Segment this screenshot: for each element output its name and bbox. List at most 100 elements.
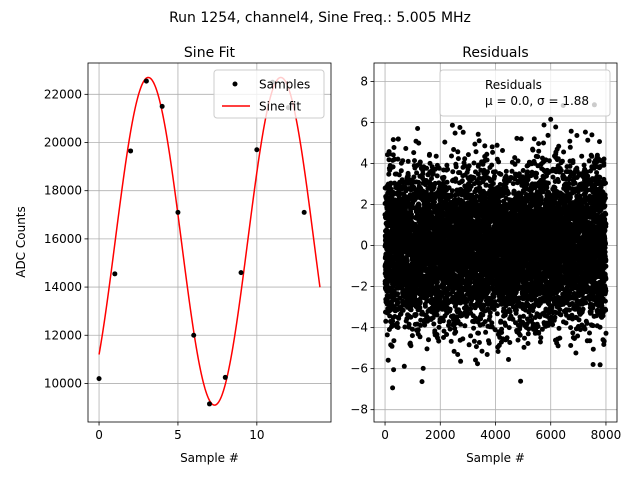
residual-point [412, 158, 417, 164]
residual-point [390, 152, 396, 158]
residual-point [448, 338, 454, 344]
residual-point [391, 338, 397, 344]
residual-point [489, 144, 495, 150]
residual-point [440, 318, 446, 324]
residual-point [513, 307, 519, 313]
residual-point [391, 367, 397, 373]
residual-point [453, 329, 459, 335]
sine-fit-ytick-label: 20000 [44, 136, 82, 150]
residual-point [475, 361, 480, 367]
residual-point [449, 188, 455, 194]
residual-point [433, 153, 439, 159]
residual-point [395, 291, 401, 297]
sine-fit-xtick-label: 10 [249, 428, 264, 442]
residual-point [445, 166, 451, 172]
residual-point [441, 174, 447, 180]
sample-point [175, 209, 181, 215]
residual-point [419, 379, 425, 385]
residual-point [496, 159, 502, 165]
residual-point [475, 131, 481, 137]
residual-point [455, 149, 461, 155]
residual-point [484, 151, 490, 157]
residual-point [473, 344, 479, 350]
residual-point [490, 181, 496, 187]
residual-point [471, 338, 477, 344]
figure-title: Run 1254, channel4, Sine Freq.: 5.005 MH… [169, 10, 471, 26]
residual-point [423, 182, 428, 188]
residual-point [417, 159, 423, 165]
residual-point [401, 363, 407, 369]
sine-fit-ytick-label: 16000 [44, 232, 82, 246]
residual-point [415, 126, 421, 131]
residual-point [499, 330, 505, 335]
residual-point [465, 152, 471, 158]
residual-point [479, 348, 485, 354]
residual-point [482, 143, 488, 149]
residual-point [444, 332, 450, 337]
residual-point [447, 326, 453, 332]
residual-point [517, 332, 523, 338]
residual-point [395, 136, 401, 142]
residual-point [462, 323, 468, 329]
residual-point [498, 171, 504, 177]
residual-point [417, 334, 423, 340]
legend-sine-fit-label: Sine fit [259, 100, 301, 114]
residual-point [459, 178, 465, 184]
residual-point [400, 307, 406, 313]
residual-point [484, 352, 490, 357]
residual-point [417, 299, 423, 305]
residual-point [395, 325, 401, 330]
residual-point [411, 150, 417, 156]
residual-point [430, 315, 436, 321]
residual-point [415, 327, 421, 333]
sine-fit-ytick-label: 14000 [44, 280, 82, 294]
residual-point [409, 333, 415, 339]
residual-point [444, 179, 450, 185]
residual-point [395, 300, 401, 306]
sample-point [301, 209, 307, 215]
residual-point [398, 168, 404, 174]
residual-point [386, 157, 392, 163]
residual-point [495, 349, 501, 354]
residual-point [434, 312, 440, 318]
residual-point [424, 346, 430, 352]
residual-point [446, 319, 452, 325]
sine-fit-axes-frame [87, 62, 332, 423]
sample-point [128, 148, 134, 154]
residual-point [492, 173, 497, 179]
residual-point [515, 337, 521, 343]
sine-fit-ytick-label: 18000 [44, 184, 82, 198]
residual-point [486, 340, 492, 346]
residual-point [514, 135, 520, 141]
residual-point [476, 330, 481, 336]
residual-point [496, 199, 502, 205]
residual-point [494, 311, 500, 317]
legend-samples-marker [232, 81, 238, 87]
residual-point [424, 165, 430, 171]
residual-point [518, 378, 524, 384]
sample-point [254, 147, 260, 153]
residual-point [386, 171, 392, 177]
residual-point [405, 173, 411, 179]
residual-point [506, 325, 512, 331]
residual-point [394, 320, 400, 326]
residual-point [434, 173, 440, 179]
residual-point [403, 146, 409, 151]
residual-point [427, 151, 432, 157]
residual-point [418, 322, 423, 328]
residual-point [466, 342, 472, 348]
residual-point [510, 181, 516, 187]
sample-point [238, 270, 244, 276]
residual-point [383, 318, 389, 324]
residual-point [458, 321, 463, 327]
residual-point [452, 130, 458, 136]
residual-point [391, 145, 397, 150]
residual-point [405, 158, 411, 164]
residual-point [449, 153, 454, 159]
residual-point [515, 158, 521, 164]
residual-point [408, 307, 414, 313]
sine-fit-legend: Samples Sine fit [213, 69, 325, 119]
residual-point [432, 180, 438, 186]
sine-fit-xtick-label: 0 [95, 428, 103, 442]
